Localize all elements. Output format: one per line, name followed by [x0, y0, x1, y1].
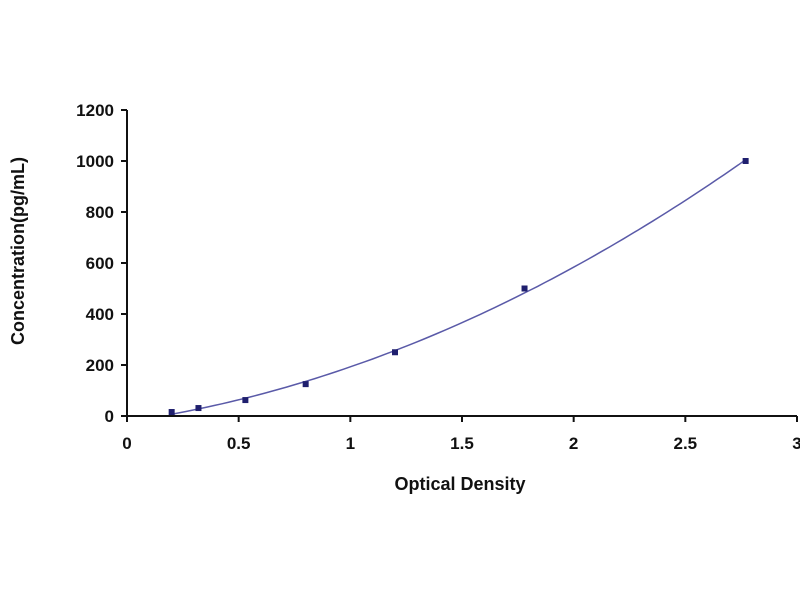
y-tick-label: 800 — [86, 203, 114, 222]
y-tick-label: 200 — [86, 356, 114, 375]
x-axis-title: Optical Density — [394, 474, 525, 494]
y-tick-label: 1200 — [76, 101, 114, 120]
y-ticks: 0 200 400 600 800 1000 1200 — [76, 101, 127, 426]
data-point — [302, 381, 309, 388]
axes — [126, 110, 797, 417]
y-tick-label: 1000 — [76, 152, 114, 171]
x-tick-label: 1 — [346, 434, 355, 453]
data-point — [242, 397, 249, 404]
y-tick-label: 0 — [105, 407, 114, 426]
x-tick-label: 1.5 — [450, 434, 474, 453]
y-axis-title: Concentration(pg/mL) — [8, 157, 28, 345]
y-tick-label: 600 — [86, 254, 114, 273]
x-ticks: 0 0.5 1 1.5 2 2.5 3 — [122, 416, 800, 453]
data-point — [195, 405, 202, 412]
fit-curve — [171, 159, 747, 415]
x-tick-label: 2.5 — [674, 434, 698, 453]
y-tick-label: 400 — [86, 305, 114, 324]
x-tick-label: 2 — [569, 434, 578, 453]
x-tick-label: 0 — [122, 434, 131, 453]
data-point — [742, 158, 749, 164]
x-tick-label: 3 — [792, 434, 800, 453]
data-point — [168, 409, 175, 416]
data-points — [168, 158, 749, 416]
data-point — [521, 285, 528, 292]
x-tick-label: 0.5 — [227, 434, 251, 453]
data-point — [392, 349, 398, 356]
